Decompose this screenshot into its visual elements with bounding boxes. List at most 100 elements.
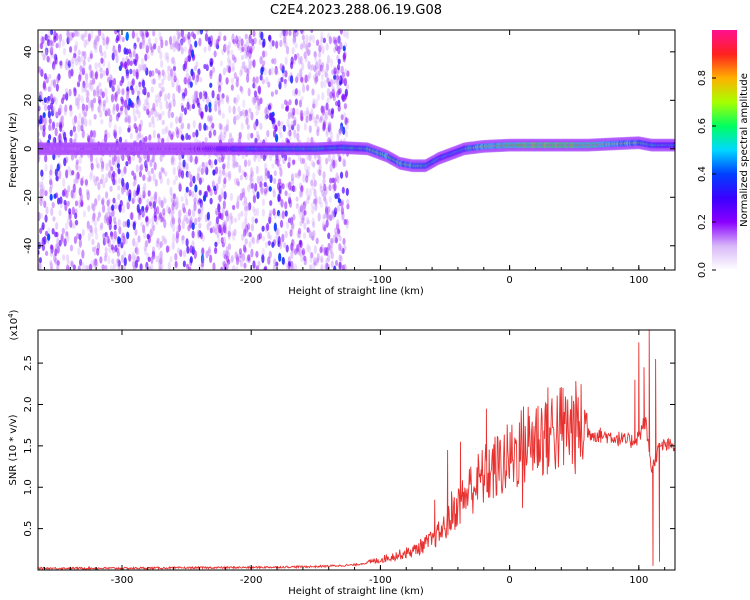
- spectrogram-cell: [268, 216, 272, 225]
- spectrogram-cell: [153, 194, 157, 201]
- spectrogram-cell: [227, 225, 232, 233]
- spectrogram-cell: [93, 39, 98, 45]
- spectrogram-cell: [189, 245, 193, 254]
- spectrogram-cell: [343, 30, 347, 38]
- spectrogram-cell: [342, 45, 346, 52]
- spectrogram-cell: [204, 104, 208, 113]
- spectrogram-cell: [287, 192, 291, 200]
- spectrogram-cell: [148, 134, 152, 141]
- spectrogram-cell: [117, 265, 121, 270]
- spectrogram-cell: [267, 231, 271, 240]
- spectrogram-cell: [339, 255, 343, 262]
- spectrogram-cell: [265, 113, 269, 120]
- spectrogram-cell: [224, 172, 228, 179]
- spectrogram-cell: [327, 232, 331, 240]
- spectrogram-cell: [172, 71, 176, 77]
- spectrogram-cell: [159, 51, 163, 60]
- spectrogram-cell: [263, 67, 268, 76]
- spectrogram-cell: [41, 222, 45, 231]
- spectrogram-cell: [304, 55, 308, 63]
- spectrogram-cell: [325, 130, 329, 138]
- spectrogram-cell: [93, 178, 98, 187]
- spectrogram-cell: [55, 111, 59, 119]
- spectrogram-cell: [92, 212, 96, 222]
- spectrogram-cell: [277, 178, 282, 185]
- spectrogram-cell: [103, 136, 108, 144]
- spectrogram-cell: [68, 208, 72, 215]
- spectrogram-cell: [161, 110, 165, 116]
- spectrogram-cell: [336, 175, 340, 184]
- spectrogram-cell: [68, 69, 72, 79]
- spectrogram-cell: [214, 104, 218, 112]
- spectrogram-cell: [120, 254, 125, 263]
- spectrogram-cell: [75, 161, 79, 171]
- spectrogram-cell: [296, 244, 300, 253]
- spectrogram-cell: [194, 193, 198, 203]
- spectrogram-cell: [328, 195, 332, 203]
- spectrogram-cell: [126, 190, 130, 197]
- spectrogram-cell: [190, 31, 195, 38]
- spectrogram-cell: [207, 248, 211, 257]
- spectrogram-cell: [284, 41, 288, 49]
- spectrogram-cell: [336, 63, 341, 71]
- spectrogram-cell: [294, 98, 298, 106]
- spectrogram-cell: [217, 105, 221, 114]
- spectrogram-cell: [74, 173, 79, 180]
- spectrogram-cell: [164, 93, 168, 102]
- spectrogram-cell: [172, 223, 176, 233]
- spectrogram-cell: [129, 68, 133, 75]
- spectrogram-cell: [344, 117, 348, 126]
- spectrogram-cell: [327, 108, 331, 116]
- spectrogram-cell: [172, 193, 176, 200]
- spectrogram-cell: [99, 67, 103, 73]
- spectrogram-cell: [151, 250, 156, 258]
- spectrogram-cell: [98, 30, 102, 37]
- spectrogram-cell: [327, 124, 331, 133]
- spectrogram-cell: [112, 263, 116, 270]
- spectrogram-cell: [150, 50, 154, 56]
- spectrogram-cell: [227, 259, 231, 265]
- spectrogram-cell: [311, 217, 315, 226]
- spectrogram-cell: [143, 182, 147, 192]
- spectrogram-cell: [199, 30, 203, 35]
- spectrogram-cell: [56, 237, 60, 246]
- spectrogram-cell: [43, 200, 47, 208]
- spectrogram-cell: [63, 106, 67, 116]
- spectrogram-cell: [77, 93, 81, 102]
- spectrogram-cell: [209, 197, 213, 205]
- spectrogram-cell: [320, 263, 324, 270]
- spectrogram-cell: [310, 63, 314, 71]
- spectrogram-cell: [166, 177, 170, 186]
- spectrogram-cell: [43, 73, 48, 80]
- x-tick-label: 100: [629, 575, 648, 586]
- spectrogram-cell: [182, 216, 187, 223]
- spectrogram-cell: [86, 189, 90, 196]
- spectrogram-cell: [325, 257, 329, 265]
- spectrogram-cell: [316, 126, 320, 133]
- spectrogram-cell: [191, 94, 195, 103]
- spectrogram-cell: [156, 205, 160, 215]
- spectrogram-cell: [105, 234, 109, 243]
- spectrogram-cell: [175, 230, 180, 239]
- spectrogram-cell: [138, 123, 142, 132]
- spectrogram-cell: [230, 84, 234, 91]
- spectrogram-cell: [38, 153, 41, 163]
- spectrogram-cell: [96, 85, 100, 93]
- spectrogram-cell: [64, 61, 68, 71]
- spectrogram-cell: [328, 121, 332, 130]
- spectrogram-cell: [175, 199, 179, 206]
- spectrogram-cell: [146, 108, 150, 116]
- spectrogram-cell: [234, 114, 238, 121]
- spectrogram-cell: [218, 31, 222, 38]
- spectrogram-cell: [211, 180, 215, 188]
- spectrogram-cell: [257, 260, 261, 267]
- spectrogram-cell: [101, 204, 106, 213]
- spectrogram-cell: [263, 108, 267, 115]
- spectrogram-cell: [330, 240, 334, 249]
- spectrogram-cell: [108, 170, 112, 179]
- spectrogram-cell: [180, 169, 185, 179]
- spectrogram-cell: [105, 162, 109, 171]
- spectrogram-cell: [132, 107, 136, 117]
- spectrogram-cell: [161, 69, 165, 77]
- spectrogram-cell: [43, 235, 47, 245]
